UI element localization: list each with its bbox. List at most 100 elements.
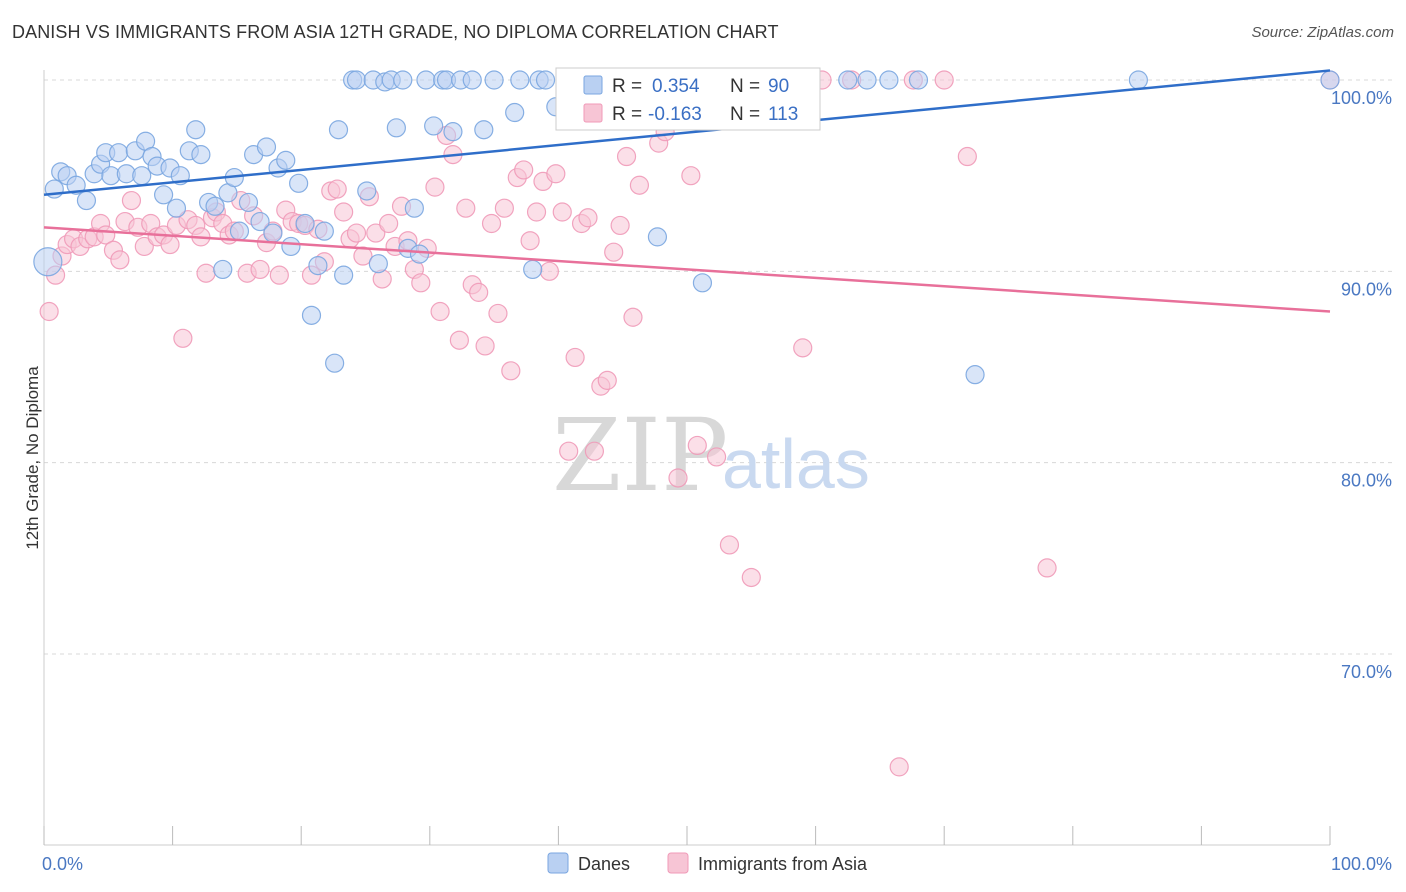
asia-point-11 [110, 250, 130, 270]
asia-point-59 [411, 273, 431, 293]
stats-asia-n-label: N = [730, 104, 760, 125]
danes-point-50 [368, 254, 388, 274]
asia-point-76 [520, 231, 540, 251]
asia-point-46 [327, 179, 347, 199]
series-danes [33, 70, 1340, 385]
asia-point-80 [546, 164, 566, 184]
danes-point-26 [213, 259, 233, 280]
danes-point-41 [308, 255, 328, 276]
danes-point-17 [153, 185, 174, 205]
asia-point-92 [623, 307, 643, 327]
danes-point-5 [76, 190, 97, 211]
danes-point-65 [474, 120, 494, 140]
asia-point-61 [425, 177, 445, 197]
asia-point-68 [469, 282, 489, 302]
asia-point-97 [668, 468, 688, 488]
danes-point-66 [484, 70, 504, 90]
y-tick-label-2: 80.0% [1341, 471, 1392, 491]
asia-point-65 [449, 330, 469, 350]
watermark: ZIP atlas [552, 397, 870, 514]
danes-point-54 [393, 70, 413, 90]
danes-point-40 [301, 305, 322, 325]
asia-point-93 [629, 175, 650, 195]
stats-danes-n-label: N = [730, 76, 760, 97]
stats-swatch-danes [583, 75, 603, 95]
y-axis-label: 12th Grade, No Diploma [23, 366, 42, 550]
asia-point-86 [584, 441, 605, 461]
asia-point-89 [604, 242, 624, 262]
asia-point-15 [134, 236, 154, 257]
stats-swatch-asia [583, 103, 603, 123]
y-tick-label-1: 90.0% [1341, 279, 1392, 299]
trend-line-asia [43, 226, 1331, 313]
asia-point-75 [514, 160, 534, 180]
y-tick-label-3: 70.0% [1341, 662, 1392, 682]
danes-point-44 [328, 120, 349, 140]
danes-point-4 [66, 175, 86, 195]
stats-asia-r-value: -0.163 [648, 104, 702, 125]
stats-asia-n-value: 113 [768, 104, 798, 125]
danes-point-79 [692, 273, 713, 293]
asia-point-81 [552, 202, 572, 222]
danes-point-84 [857, 70, 877, 90]
watermark-zip: ZIP [552, 397, 728, 514]
y-tick-label-0: 100.0% [1331, 88, 1392, 108]
asia-point-34 [250, 259, 270, 280]
danes-point-62 [443, 122, 463, 142]
danes-point-36 [276, 150, 296, 170]
asia-point-69 [475, 336, 495, 356]
asia-point-109 [957, 146, 977, 167]
legend-swatch-asia [667, 852, 689, 874]
danes-point-29 [229, 221, 250, 241]
chart-source: Source: ZipAtlas.com [1251, 24, 1394, 41]
danes-point-67 [505, 102, 525, 123]
stats-danes-r-label: R = [612, 76, 642, 97]
asia-point-99 [687, 435, 707, 456]
legend-label-danes: Danes [578, 854, 630, 874]
asia-point-77 [526, 202, 547, 222]
danes-point-10 [108, 143, 129, 163]
danes-point-33 [256, 137, 277, 157]
asia-point-37 [269, 265, 289, 285]
danes-point-37 [281, 236, 301, 257]
asia-point-54 [379, 213, 399, 234]
x-tick-label-min: 0.0% [42, 854, 83, 874]
stats-danes-r-value: 0.354 [652, 76, 700, 97]
danes-point-77 [647, 227, 668, 247]
asia-point-100 [706, 447, 727, 467]
danes-point-23 [191, 145, 211, 165]
asia-point-73 [501, 361, 521, 381]
stats-asia-r-label: R = [612, 104, 642, 125]
stats-box: R = 0.354 N = 90 R = -0.163 N = 113 [555, 67, 821, 131]
asia-point-62 [430, 301, 450, 322]
gridlines [44, 79, 1392, 655]
danes-point-56 [404, 198, 424, 218]
danes-point-58 [416, 70, 436, 90]
asia-point-83 [565, 347, 585, 368]
danes-point-22 [186, 120, 206, 140]
asia-point-110 [1037, 558, 1057, 578]
asia-point-90 [610, 215, 630, 236]
x-axis-ticks [43, 826, 1331, 845]
asia-point-21 [173, 328, 193, 348]
asia-point-19 [160, 234, 180, 255]
asia-point-71 [488, 303, 508, 324]
asia-point-101 [719, 535, 740, 555]
danes-point-86 [908, 70, 929, 90]
asia-point-13 [121, 190, 142, 211]
x-tick-label-max: 100.0% [1331, 854, 1392, 874]
danes-point-45 [334, 265, 354, 285]
asia-point-52 [366, 223, 386, 243]
danes-point-48 [357, 181, 377, 201]
asia-point-72 [494, 198, 514, 218]
asia-point-91 [616, 146, 637, 167]
danes-point-68 [510, 70, 530, 90]
legend: Danes Immigrants from Asia [547, 852, 868, 874]
stats-danes-n-value: 90 [768, 76, 789, 97]
danes-point-71 [535, 70, 556, 90]
danes-point-39 [295, 213, 315, 234]
danes-point-30 [238, 192, 259, 213]
asia-point-70 [481, 213, 502, 234]
danes-point-85 [879, 70, 899, 90]
